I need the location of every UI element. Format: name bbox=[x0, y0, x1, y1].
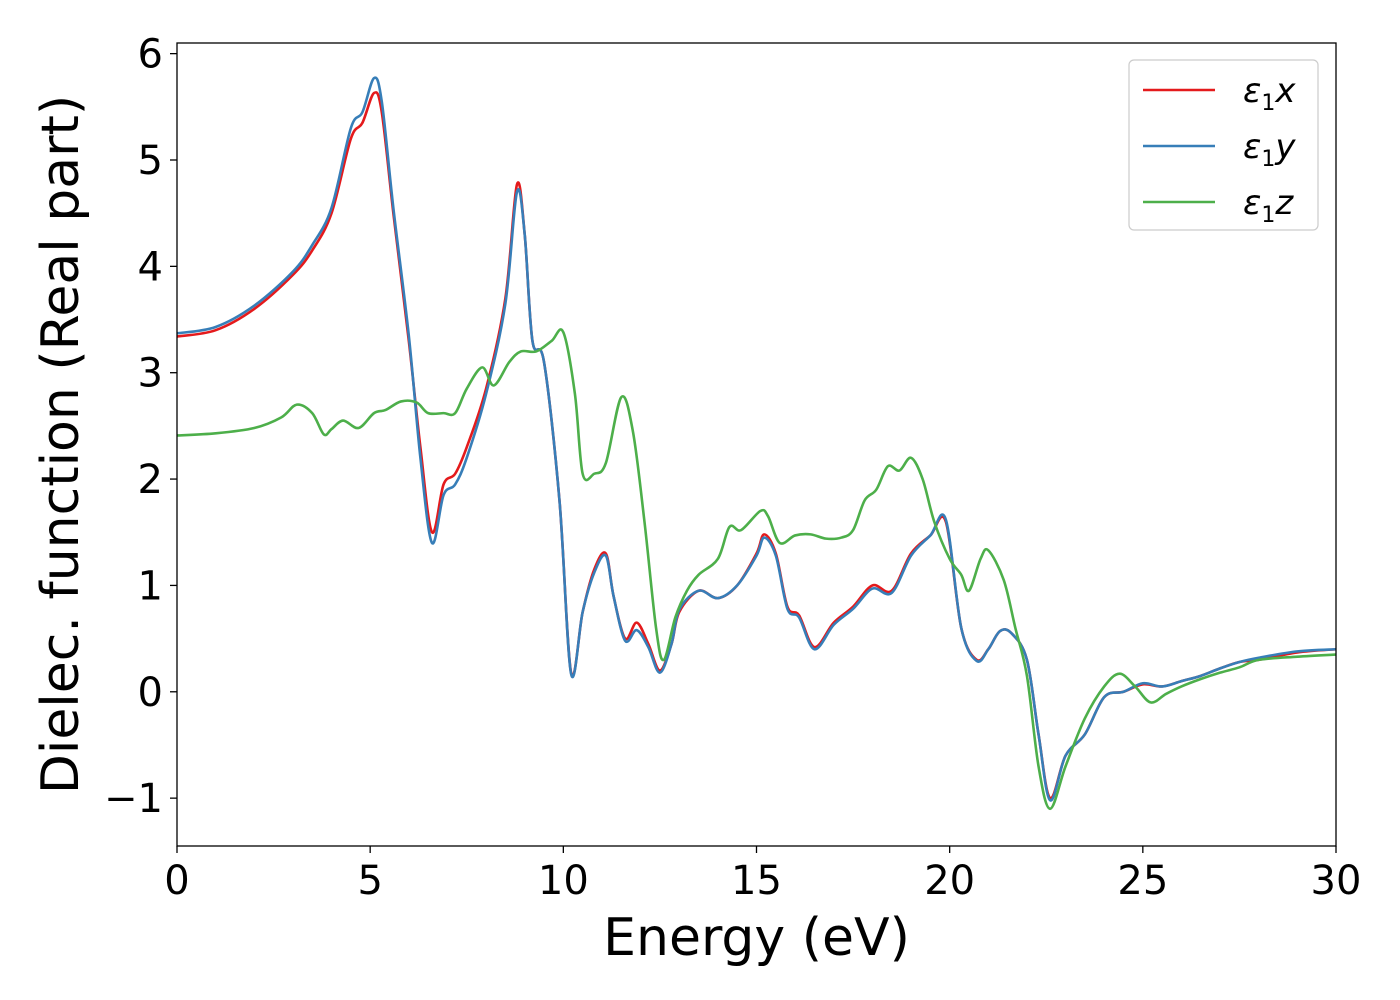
x-axis-label: Energy (eV) bbox=[603, 908, 910, 968]
y-tick-label: 5 bbox=[138, 138, 163, 184]
legend-label-y: ε1y bbox=[1243, 127, 1296, 172]
x-tick-label: 20 bbox=[924, 858, 975, 904]
legend-label-z: ε1z bbox=[1243, 183, 1294, 228]
legend-box bbox=[1128, 59, 1319, 231]
y-tick-label: 6 bbox=[138, 32, 163, 78]
y-axis-ticks: −1 0 1 2 3 4 5 6 bbox=[104, 32, 177, 822]
y-tick-label: 1 bbox=[138, 563, 163, 609]
x-tick-label: 0 bbox=[164, 858, 189, 904]
y-tick-label: 4 bbox=[138, 244, 163, 290]
y-tick-label: 0 bbox=[138, 670, 163, 716]
series-line-z bbox=[177, 328, 1336, 811]
plot-lines bbox=[177, 76, 1336, 811]
x-tick-label: 5 bbox=[357, 858, 382, 904]
legend: ε1x ε1y ε1z bbox=[1128, 59, 1319, 231]
legend-label-x: ε1x bbox=[1243, 71, 1296, 116]
x-tick-label: 15 bbox=[731, 858, 782, 904]
y-axis-label: Dielec. function (Real part) bbox=[31, 95, 91, 794]
y-tick-label: 2 bbox=[138, 457, 163, 503]
y-tick-label: 3 bbox=[138, 351, 163, 397]
x-tick-label: 10 bbox=[538, 858, 589, 904]
x-tick-label: 25 bbox=[1117, 858, 1168, 904]
x-axis-ticks: 0 5 10 15 20 25 30 bbox=[164, 846, 1361, 904]
y-tick-label: −1 bbox=[104, 776, 163, 822]
x-tick-label: 30 bbox=[1311, 858, 1362, 904]
